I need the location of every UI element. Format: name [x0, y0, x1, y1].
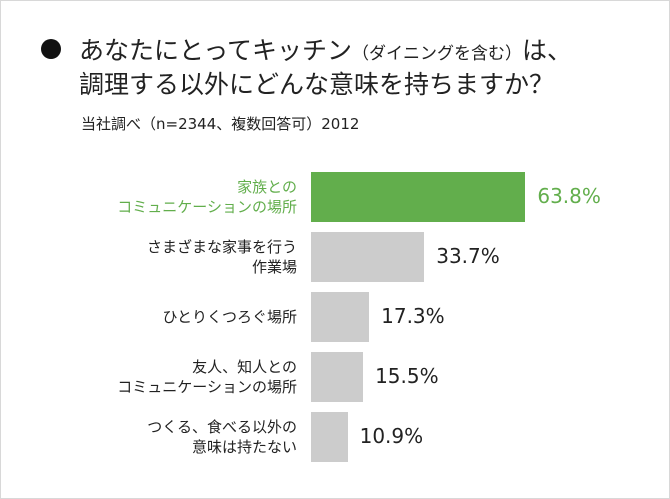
category-label: 友人、知人との コミュニケーションの場所 [117, 358, 297, 396]
bar [311, 412, 348, 462]
value-label: 17.3% [381, 304, 445, 328]
subtitle: 当社調べ（n=2344、複数回答可）2012 [81, 115, 360, 133]
category-label: 家族との コミュニケーションの場所 [117, 178, 297, 216]
chart-title: あなたにとってキッチン（ダイニングを含む）は、 [79, 31, 572, 67]
bar [311, 292, 370, 342]
bar [311, 352, 364, 402]
title-tail: は、 [522, 36, 573, 65]
chart-title-line2: 調理する以外にどんな意味を持ちますか？ [79, 70, 555, 99]
value-label: 15.5% [375, 364, 439, 388]
title-lead: あなたにとってキッチン [79, 36, 353, 65]
category-label: さまざまな家事を行う 作業場 [146, 238, 297, 276]
value-label: 33.7% [436, 244, 500, 268]
title-note: （ダイニングを含む） [352, 44, 523, 64]
bar [311, 232, 425, 282]
value-label: 63.8% [537, 184, 601, 208]
bar [311, 172, 526, 222]
value-label: 10.9% [359, 424, 424, 448]
category-label: ひとりくつろぐ場所 [162, 308, 297, 326]
bullet [41, 39, 61, 59]
category-label: つくる、食べる以外の 意味は持たない [147, 418, 297, 456]
